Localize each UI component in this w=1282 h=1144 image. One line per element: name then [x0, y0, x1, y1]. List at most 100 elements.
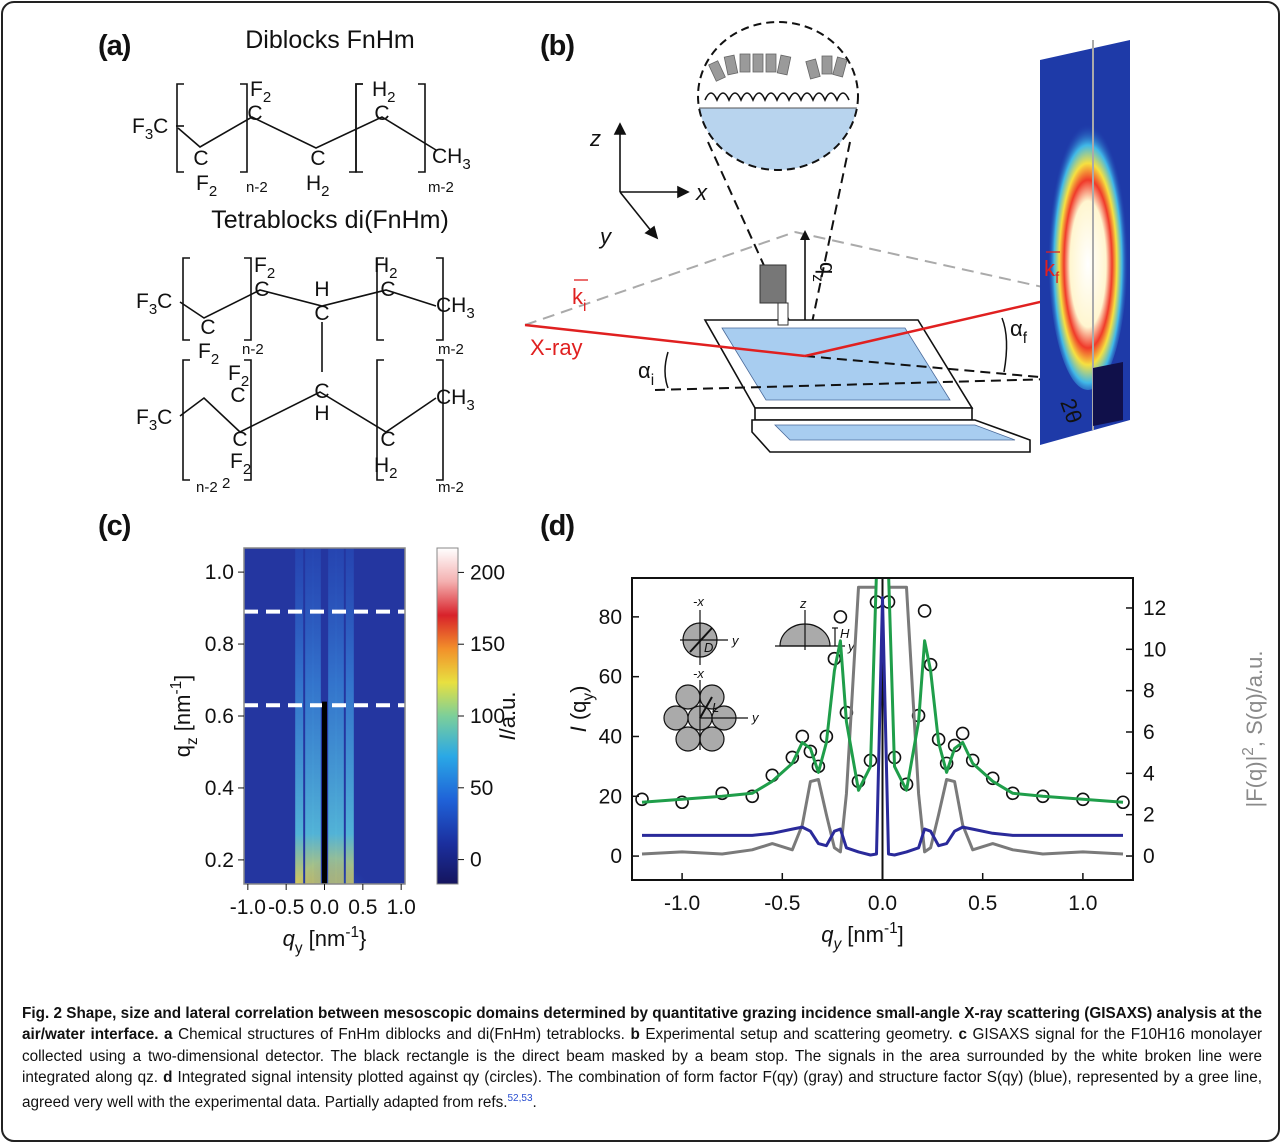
x-tick-label: -0.5 — [268, 896, 304, 919]
index: n-2 — [246, 179, 268, 196]
axis-label: y — [598, 224, 613, 249]
caption-title: Fig. 2 Shape, size and lateral correlati… — [22, 1005, 1262, 1044]
index: m-2 — [438, 341, 464, 358]
streak — [295, 548, 304, 884]
y-tick-label: 0 — [610, 845, 622, 868]
x-tick-label: 1.0 — [1068, 892, 1097, 915]
atom: F3C — [136, 406, 172, 434]
caption-end: . — [532, 1094, 537, 1112]
y2-tick-label: 4 — [1143, 762, 1155, 785]
bonds — [179, 391, 437, 433]
y-tick-label: 40 — [599, 725, 622, 748]
label-part: q — [283, 926, 296, 951]
atom: H2 — [306, 172, 330, 200]
diblock-title: Diblocks FnHm — [245, 26, 414, 54]
inset-label: y — [731, 633, 740, 648]
atom: H2 — [372, 78, 396, 106]
glow — [277, 754, 388, 884]
inset-label: -x — [693, 666, 704, 681]
data-point — [795, 729, 810, 744]
label-part: z — [184, 737, 201, 745]
axis-label: z — [589, 126, 601, 151]
brackets — [182, 359, 444, 481]
atom: H2 — [374, 454, 398, 482]
caption-part-label: a — [164, 1026, 173, 1044]
label-part: k — [1044, 256, 1056, 281]
label-part: i — [651, 372, 654, 389]
colorbar — [436, 547, 459, 885]
label-part: -1 — [884, 920, 898, 937]
inset-label: y — [847, 639, 856, 654]
colorbar-label: I/a.u. — [495, 692, 520, 741]
y2-tick-label: 8 — [1143, 680, 1155, 703]
atom: C — [232, 428, 247, 451]
label-part: -1 — [345, 924, 359, 941]
index: n-2 — [242, 341, 264, 358]
streak — [312, 548, 321, 884]
y-tick-label: 0.6 — [205, 705, 234, 728]
atom: C — [193, 147, 208, 170]
label-part: 2 — [1240, 747, 1257, 756]
streak — [345, 548, 354, 884]
label-part: ] — [170, 675, 195, 681]
atom: C — [247, 102, 262, 125]
bonds — [177, 116, 437, 151]
atom: C — [254, 278, 269, 301]
atom: F2 — [254, 254, 275, 282]
label-part: k — [572, 284, 584, 309]
brackets — [176, 83, 426, 173]
k-f-label: kf — [1044, 256, 1060, 287]
label-part: ) — [566, 686, 591, 693]
y2-tick-label: 12 — [1143, 597, 1166, 620]
panel-label: (c) — [98, 510, 131, 542]
atom: CH3 — [436, 386, 475, 414]
caption-refs: 52,53 — [507, 1093, 533, 1105]
y-axis-label: qz [nm-1] — [168, 675, 201, 758]
label-part: f — [1055, 270, 1060, 287]
panel-a-tetra: Tetrablocks di(FnHm) — [179, 206, 449, 481]
atom: F2 — [228, 362, 249, 390]
inset-label: y — [751, 710, 760, 725]
alpha-i-label: αi — [638, 358, 654, 389]
inset-labels: -x D y z H y -x L y — [693, 594, 856, 725]
atom: CH3 — [436, 294, 475, 322]
y-axis-label: I (qy) — [566, 686, 597, 733]
bracket — [355, 83, 363, 173]
atom: H — [314, 278, 329, 301]
panel-label: (d) — [540, 510, 574, 542]
caption-part-label: d — [163, 1068, 173, 1086]
caption-part: GISAXS signal for the F10H16 monolayer c… — [22, 1026, 1263, 1086]
atom: C — [310, 147, 325, 170]
tetrablock-title: Tetrablocks di(FnHm) — [211, 206, 449, 234]
x-tick-label: 0.0 — [310, 896, 339, 919]
y-tick-label: 20 — [599, 785, 622, 808]
caption-part: Chemical structures of FnHm diblocks and… — [178, 1026, 625, 1044]
inset-label: -x — [693, 594, 704, 609]
plot-area — [635, 578, 1130, 880]
inset-label: H — [840, 626, 850, 641]
label-part: q — [170, 745, 195, 757]
panel-label: (a) — [98, 30, 131, 62]
data-point — [745, 789, 760, 804]
colorbar-tick-label: 150 — [470, 633, 505, 656]
y2-tick-label: 2 — [1143, 804, 1155, 827]
streak — [328, 548, 337, 884]
x-axis-label: qy [nm-1] — [821, 920, 904, 953]
label-part: α — [638, 358, 651, 383]
series-line — [641, 578, 1124, 804]
inset-label: L — [712, 700, 719, 715]
data-point — [917, 604, 932, 618]
brackets — [182, 257, 444, 341]
colorbar-tick-label: 200 — [470, 561, 505, 584]
atom: C — [314, 380, 329, 403]
index: m-2 — [428, 179, 454, 196]
label-part: I — [566, 726, 591, 732]
y-tick-label: 0.4 — [205, 777, 235, 800]
y2-tick-label: 10 — [1143, 638, 1166, 661]
colorbar-tick-label: 100 — [470, 705, 505, 728]
y-tick-label: 80 — [599, 606, 622, 629]
atom: C — [380, 278, 395, 301]
label-part: y — [832, 936, 842, 953]
caption: Fig. 2 Shape, size and lateral correlati… — [22, 1003, 1262, 1114]
